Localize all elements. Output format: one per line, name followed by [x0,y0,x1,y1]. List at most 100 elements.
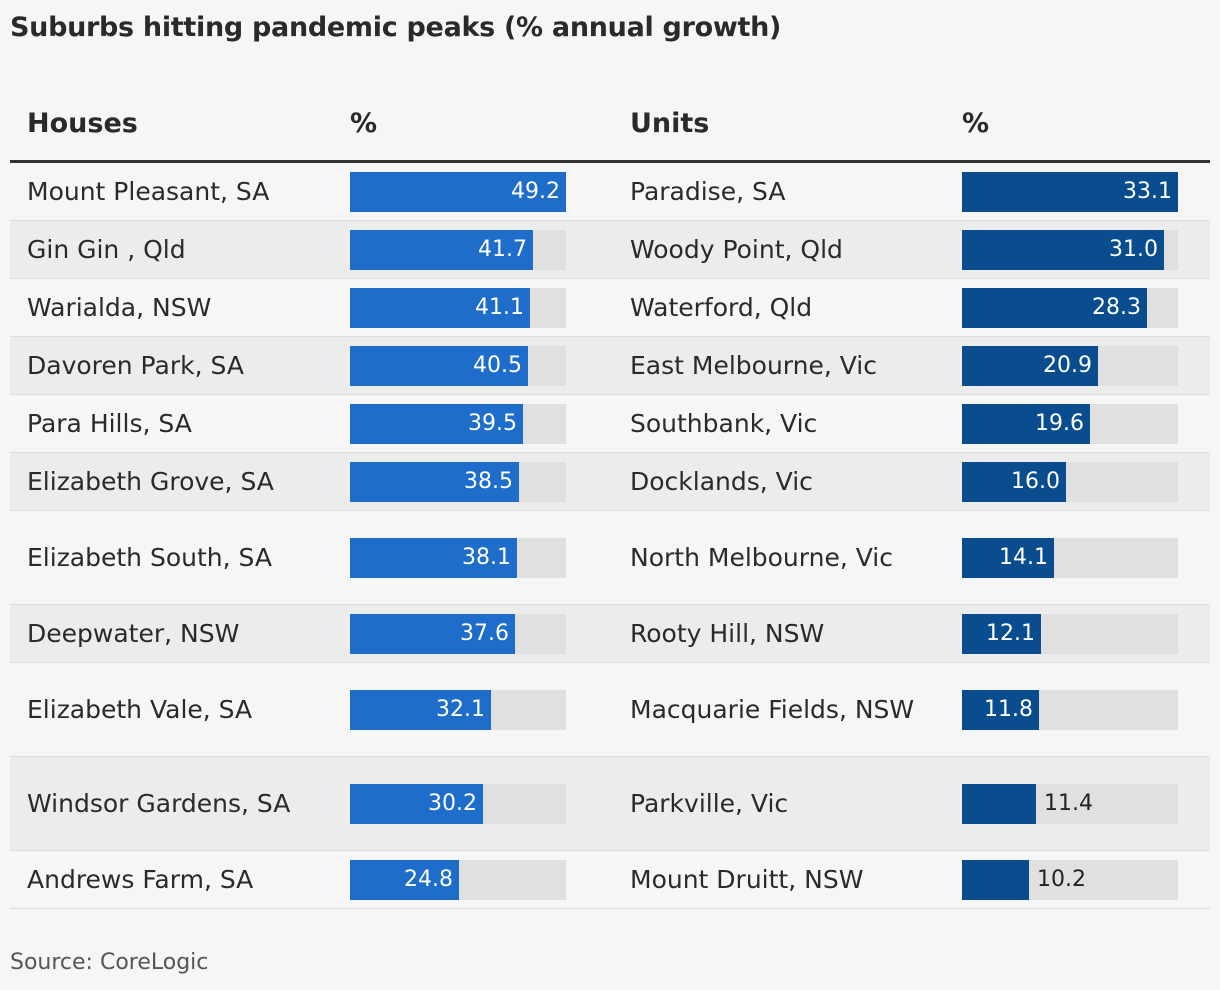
unit-suburb-label: Docklands, Vic [630,466,813,496]
unit-bar-track: 20.9 [962,345,1178,386]
house-bar-track: 38.1 [350,537,566,578]
unit-suburb-label: Macquarie Fields, NSW [630,694,915,724]
unit-bar-value: 10.2 [1037,866,1086,892]
house-suburb-label: Elizabeth Grove, SA [27,466,274,496]
house-bar [350,783,483,824]
unit-bar-value: 19.6 [1035,410,1084,436]
house-bar-track: 41.1 [350,287,566,328]
house-suburb-label: Warialda, NSW [27,292,212,322]
unit-bar-value: 11.8 [984,696,1033,722]
house-bar [350,537,517,578]
house-bar-track: 39.5 [350,403,566,444]
table-row: Deepwater, NSW 37.6 Rooty Hill, NSW 12.1 [10,605,1210,663]
header-houses-pct: % [350,108,378,139]
unit-bar-track: 28.3 [962,287,1178,328]
table-row: Elizabeth Vale, SA 32.1 Macquarie Fields, … [10,663,1210,757]
table-row: Mount Pleasant, SA 49.2 Paradise, SA 33.1 [10,163,1210,221]
table-body: Mount Pleasant, SA 49.2 Paradise, SA 33.1 Gi… [10,163,1210,909]
house-suburb-label: Mount Pleasant, SA [27,176,270,206]
table-header: Houses % Units % [10,98,1210,163]
table-row: Elizabeth South, SA 38.1 North Melbourne, … [10,511,1210,605]
house-bar-value: 39.5 [468,410,517,436]
house-bar [350,613,515,654]
unit-bar-track: 10.2 [962,859,1178,900]
house-bar-track: 37.6 [350,613,566,654]
unit-bar [962,783,1036,824]
house-bar-track: 24.8 [350,859,566,900]
unit-suburb-label: Southbank, Vic [630,408,818,438]
unit-suburb-label: Mount Druitt, NSW [630,864,864,894]
table-row: Gin Gin , Qld 41.7 Woody Point, Qld 31.0 [10,221,1210,279]
house-bar-track: 49.2 [350,171,566,212]
header-units: Units [630,108,710,139]
house-bar [350,345,528,386]
unit-bar [962,461,1066,502]
house-bar-value: 24.8 [404,866,453,892]
house-bar-track: 30.2 [350,783,566,824]
header-units-pct: % [962,108,990,139]
house-suburb-label: Para Hills, SA [27,408,192,438]
house-bar-value: 38.5 [464,468,513,494]
unit-bar [962,287,1147,328]
house-suburb-label: Elizabeth South, SA [27,542,272,572]
unit-suburb-label: East Melbourne, Vic [630,350,877,380]
house-suburb-label: Elizabeth Vale, SA [27,694,253,724]
unit-bar-value: 11.4 [1044,790,1093,816]
table-row: Elizabeth Grove, SA 38.5 Docklands, Vic 16.… [10,453,1210,511]
house-bar-value: 40.5 [473,352,522,378]
unit-bar [962,537,1054,578]
unit-suburb-label: Paradise, SA [630,176,786,206]
house-bar [350,689,491,730]
table-row: Windsor Gardens, SA 30.2 Parkville, Vic 11.… [10,757,1210,851]
unit-bar-value: 14.1 [999,544,1048,570]
unit-bar [962,403,1090,444]
unit-bar [962,345,1098,386]
unit-suburb-label: Waterford, Qld [630,292,813,322]
house-bar [350,287,530,328]
unit-bar [962,689,1039,730]
table-row: Para Hills, SA 39.5 Southbank, Vic 19.6 [10,395,1210,453]
house-bar-track: 40.5 [350,345,566,386]
house-bar-track: 38.5 [350,461,566,502]
unit-bar-value: 28.3 [1092,294,1141,320]
unit-bar [962,859,1029,900]
house-bar [350,229,533,270]
house-bar [350,461,519,502]
house-bar-value: 32.1 [436,696,485,722]
unit-bar-value: 31.0 [1109,236,1158,262]
house-bar-value: 38.1 [462,544,511,570]
house-bar-value: 41.1 [475,294,524,320]
house-bar-track: 32.1 [350,689,566,730]
unit-bar-track: 11.8 [962,689,1178,730]
house-suburb-label: Gin Gin , Qld [27,234,186,264]
unit-bar [962,229,1164,270]
house-suburb-label: Windsor Gardens, SA [27,788,291,818]
house-bar-value: 30.2 [428,790,477,816]
house-bar-track: 41.7 [350,229,566,270]
house-bar-value: 37.6 [460,620,509,646]
unit-bar-track: 31.0 [962,229,1178,270]
table-row: Warialda, NSW 41.1 Waterford, Qld 28.3 [10,279,1210,337]
house-bar [350,859,459,900]
source-note: Source: CoreLogic [10,950,209,975]
unit-suburb-label: Parkville, Vic [630,788,789,818]
table-row: Davoren Park, SA 40.5 East Melbourne, Vic 2… [10,337,1210,395]
table-row: Andrews Farm, SA 24.8 Mount Druitt, NSW 10.… [10,851,1210,909]
house-suburb-label: Andrews Farm, SA [27,864,254,894]
unit-bar [962,171,1178,212]
unit-bar-track: 16.0 [962,461,1178,502]
house-bar [350,403,523,444]
unit-bar-track: 33.1 [962,171,1178,212]
unit-bar [962,613,1041,654]
unit-bar-value: 20.9 [1043,352,1092,378]
unit-bar-value: 16.0 [1011,468,1060,494]
house-bar [350,171,566,212]
data-table: Houses % Units % Mount Pleasant, SA 49.2 P… [10,98,1210,909]
unit-bar-value: 12.1 [986,620,1035,646]
house-bar-value: 41.7 [478,236,527,262]
house-suburb-label: Davoren Park, SA [27,350,244,380]
house-bar-value: 49.2 [511,178,560,204]
header-houses: Houses [27,108,138,139]
unit-bar-track: 11.4 [962,783,1178,824]
unit-bar-track: 19.6 [962,403,1178,444]
